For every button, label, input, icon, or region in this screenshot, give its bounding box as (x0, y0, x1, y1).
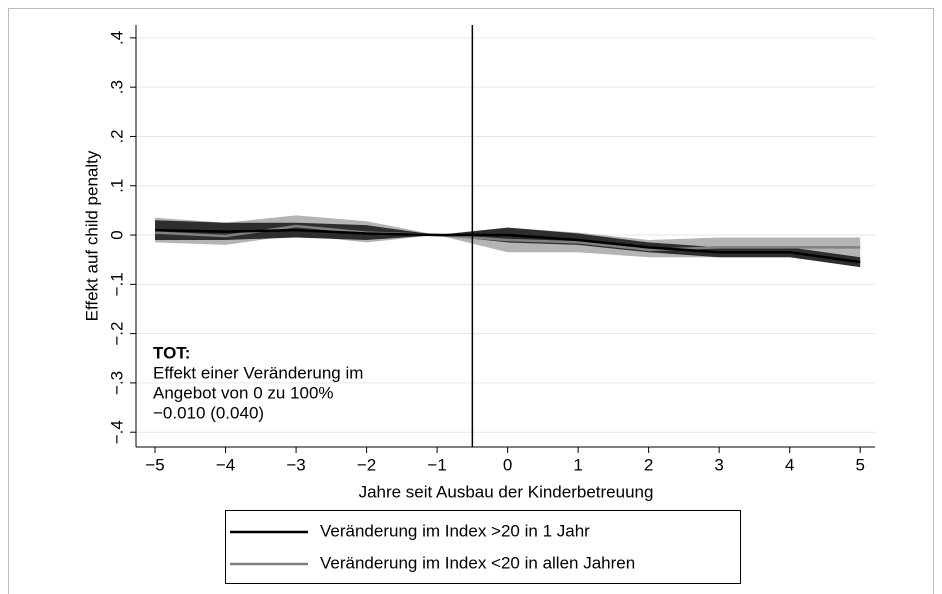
y-axis-title: Effekt auf child penalty (82, 150, 101, 321)
y-tick-label: .3 (107, 80, 126, 94)
x-tick-label: −4 (216, 455, 235, 474)
y-tick-label: −.1 (107, 272, 126, 296)
x-tick-label: 2 (644, 455, 653, 474)
annotation-line: Angebot von 0 zu 100% (153, 383, 334, 402)
annotation-title: TOT: (153, 343, 190, 362)
y-tick-label: .2 (107, 129, 126, 143)
y-tick-label: 0 (107, 230, 126, 239)
x-tick-label: 0 (503, 455, 512, 474)
legend-label: Veränderung im Index <20 in allen Jahren (320, 553, 635, 572)
annotation-line: −0.010 (0.040) (153, 403, 264, 422)
x-tick-label: 4 (785, 455, 794, 474)
frame (8, 8, 934, 594)
x-tick-label: −3 (286, 455, 305, 474)
y-tick-label: −.4 (107, 420, 126, 444)
legend (225, 510, 741, 584)
x-tick-label: −2 (357, 455, 376, 474)
y-tick-label: −.2 (107, 322, 126, 346)
y-tick-label: −.3 (107, 371, 126, 395)
x-tick-label: −5 (145, 455, 164, 474)
y-tick-label: .1 (107, 179, 126, 193)
x-tick-label: 1 (573, 455, 582, 474)
x-axis-title: Jahre seit Ausbau der Kinderbetreuung (359, 482, 654, 501)
series-line (155, 228, 861, 264)
annotation-line: Effekt einer Veränderung im (153, 363, 363, 382)
legend-label: Veränderung im Index >20 in 1 Jahr (320, 521, 590, 540)
x-tick-label: −1 (427, 455, 446, 474)
x-tick-label: 3 (714, 455, 723, 474)
x-tick-label: 5 (855, 455, 864, 474)
y-tick-label: .4 (107, 31, 126, 45)
